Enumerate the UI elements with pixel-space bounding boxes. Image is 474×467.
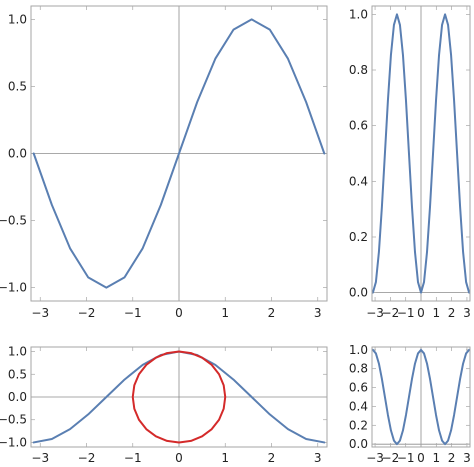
bottom-left-y-tick-label: 1.0 xyxy=(8,345,27,359)
top-left-x-tick-label: −3 xyxy=(31,306,49,320)
top-left-y-tick-label: 0.0 xyxy=(8,147,27,161)
top-right-x-tick-label: −2 xyxy=(382,306,400,320)
bottom-right-y-tick-label: 1.0 xyxy=(349,343,368,357)
top-right-y-tick-label: 0.6 xyxy=(349,119,368,133)
bottom-right-x-tick-label: −2 xyxy=(382,451,400,465)
plot-top-left: −3 −2 −1 0 1 2 3 −1.0 −0.5 0.0 0.5 1.0 xyxy=(0,5,328,320)
top-right-x-tick-label: 1 xyxy=(432,306,440,320)
top-right-x-tick-label: 0 xyxy=(417,306,425,320)
bottom-left-x-tick-label: 1 xyxy=(221,451,229,465)
top-right-x-tick-label: −1 xyxy=(397,306,415,320)
top-left-x-tick-label: −1 xyxy=(124,306,142,320)
bottom-right-y-tick-label: 0.4 xyxy=(349,399,368,413)
top-left-x-tick-label: −2 xyxy=(78,306,96,320)
bottom-left-y-tick-label: −1.0 xyxy=(0,435,27,449)
bottom-right-x-tick-label: 1 xyxy=(432,451,440,465)
top-left-frame xyxy=(30,5,328,302)
plot-top-right: −3−2−1 0 1 2 3 0.0 0.2 0.4 0.6 0.8 1.0 xyxy=(349,5,471,320)
bottom-right-y-tick-label: 0.8 xyxy=(349,362,368,376)
bottom-right-x-tick-label: 0 xyxy=(417,451,425,465)
bottom-left-y-tick-label: 0.0 xyxy=(8,390,27,404)
bottom-left-y-tick-label: 0.5 xyxy=(8,367,27,381)
plot-bottom-right: −3−2−1 0 1 2 3 0.0 0.2 0.4 0.6 0.8 1.0 xyxy=(349,343,471,465)
top-right-y-tick-label: 1.0 xyxy=(349,7,368,21)
bottom-right-y-tick-label: 0.6 xyxy=(349,381,368,395)
plot-bottom-left: −3 −2 −1 0 1 2 3 −1.0 −0.5 0.0 0.5 1.0 xyxy=(0,345,328,465)
top-left-x-tick-label: 3 xyxy=(314,306,322,320)
top-right-y-tick-label: 0.2 xyxy=(349,230,368,244)
bottom-left-x-tick-label: 0 xyxy=(175,451,183,465)
top-right-frame xyxy=(371,5,471,302)
bottom-right-x-tick-label: 3 xyxy=(463,451,471,465)
top-right-y-tick-label: 0.8 xyxy=(349,63,368,77)
top-right-y-tick-label: 0.0 xyxy=(349,286,368,300)
top-left-x-tick-label: 2 xyxy=(268,306,276,320)
bottom-left-x-tick-label: −2 xyxy=(78,451,96,465)
bottom-right-series-0-line xyxy=(372,348,470,446)
top-left-x-tick-label: 1 xyxy=(221,306,229,320)
bottom-right-x-tick-label: −3 xyxy=(366,451,384,465)
top-left-series-0-line xyxy=(32,18,326,289)
top-right-series-0-line xyxy=(372,13,470,294)
bottom-left-y-tick-label: −0.5 xyxy=(0,413,27,427)
bottom-left-x-tick-label: 3 xyxy=(314,451,322,465)
bottom-left-series-1-line xyxy=(131,350,227,444)
top-left-y-tick-label: 0.5 xyxy=(8,79,27,93)
top-left-y-tick-label: −0.5 xyxy=(0,214,27,228)
top-right-x-tick-label: 2 xyxy=(448,306,456,320)
bottom-right-x-tick-label: 2 xyxy=(448,451,456,465)
bottom-left-frame xyxy=(30,346,328,448)
top-left-y-tick-label: −1.0 xyxy=(0,281,27,295)
top-left-y-tick-label: 1.0 xyxy=(8,12,27,26)
bottom-left-x-tick-label: 2 xyxy=(268,451,276,465)
bottom-left-x-tick-label: −1 xyxy=(124,451,142,465)
bottom-right-y-tick-label: 0.0 xyxy=(349,437,368,451)
bottom-right-y-tick-label: 0.2 xyxy=(349,418,368,432)
top-right-x-tick-label: 3 xyxy=(463,306,471,320)
top-left-x-tick-label: 0 xyxy=(175,306,183,320)
top-right-y-tick-label: 0.4 xyxy=(349,174,368,188)
bottom-right-frame xyxy=(371,346,471,448)
top-right-x-tick-label: −3 xyxy=(366,306,384,320)
bottom-right-x-tick-label: −1 xyxy=(397,451,415,465)
bottom-left-x-tick-label: −3 xyxy=(31,451,49,465)
